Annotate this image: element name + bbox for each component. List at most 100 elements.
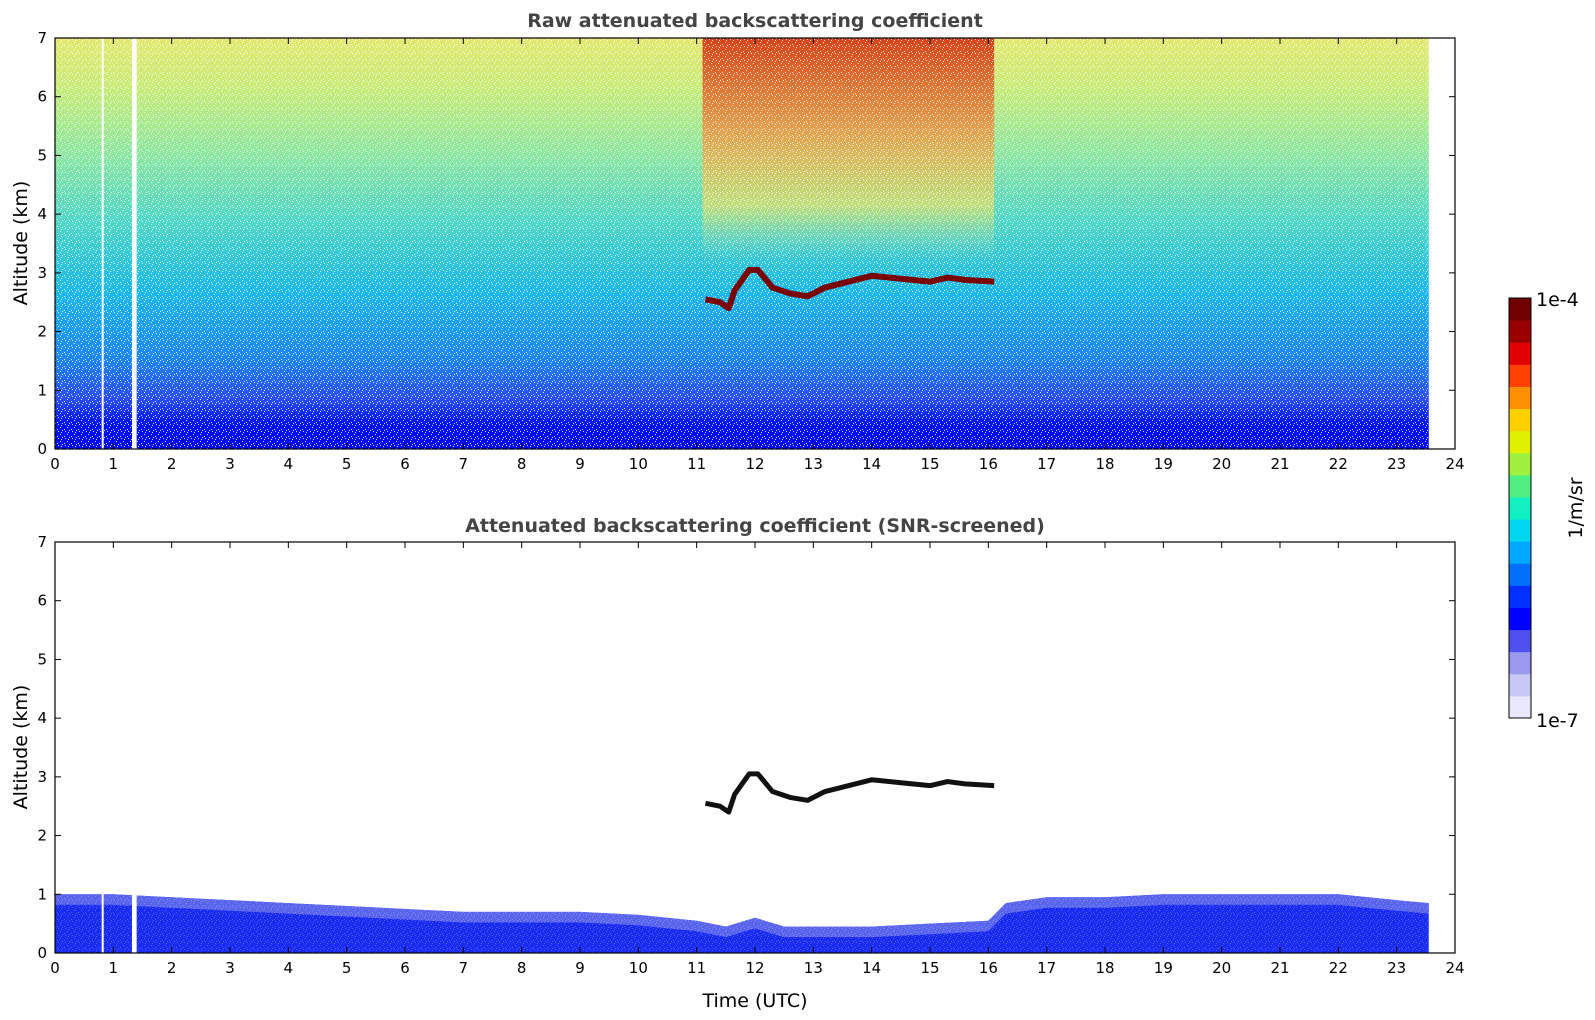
raw-x-tick-label: 24 [1445,455,1464,473]
snr-x-tick-label: 9 [575,959,585,977]
snr-x-axis: 0 1 2 3 4 5 6 7 8 9 10 11 12 13 14 15 16 17 18 19 20 21 22 23 24 [50,542,1465,977]
snr-y-tick-label: 5 [37,650,47,668]
raw-y-tick-label: 2 [37,323,47,341]
raw-x-tick-label: 0 [50,455,60,473]
colorbar-min-label: 1e-7 [1536,710,1579,732]
raw-y-tick-label: 4 [37,205,47,223]
raw-x-tick-label: 7 [459,455,469,473]
raw-x-tick-label: 6 [400,455,410,473]
snr-x-tick-label: 13 [804,959,823,977]
raw-x-tick-label: 16 [979,455,998,473]
raw-backscatter-panel: Raw attenuated backscattering coefficien… [10,10,1465,473]
colorbar-band [1509,364,1531,387]
colorbar-band [1509,430,1531,454]
colorbar: 1e-4 1e-7 1/m/sr [1508,289,1587,732]
raw-x-tick-label: 8 [517,455,527,473]
raw-x-tick-label: 15 [920,455,939,473]
raw-x-tick-label: 9 [575,455,585,473]
snr-x-tick-label: 5 [342,959,352,977]
colorbar-unit-label: 1/m/sr [1565,477,1587,538]
snr-panel-title: Attenuated backscattering coefficient (S… [465,515,1045,537]
colorbar-band [1509,386,1531,410]
colorbar-band [1509,320,1531,343]
snr-x-tick-label: 15 [920,959,939,977]
snr-data-gaps [101,542,137,953]
snr-screened-panel: Attenuated backscattering coefficient (S… [10,515,1465,1012]
snr-x-tick-label: 4 [284,959,294,977]
snr-y-axis: 0 1 2 3 4 5 6 7 [37,533,1455,962]
raw-x-tick-label: 12 [745,455,764,473]
colorbar-band [1509,673,1531,697]
raw-x-tick-label: 21 [1270,455,1289,473]
snr-x-tick-label: 7 [459,959,469,977]
raw-x-tick-label: 11 [687,455,706,473]
raw-y-axis: 0 1 2 3 4 5 6 7 [37,29,1455,458]
raw-data-gaps [101,38,137,449]
raw-heatmap [55,38,1429,449]
raw-x-tick-label: 3 [225,455,235,473]
raw-x-tick-label: 2 [167,455,177,473]
snr-x-tick-label: 0 [50,959,60,977]
raw-y-tick-label: 0 [37,440,47,458]
raw-y-tick-label: 3 [37,264,47,282]
snr-x-tick-label: 20 [1212,959,1231,977]
snr-x-tick-label: 21 [1270,959,1289,977]
raw-x-tick-label: 14 [862,455,881,473]
raw-x-tick-label: 4 [284,455,294,473]
colorbar-band [1509,496,1531,520]
colorbar-band [1509,474,1531,498]
raw-x-tick-label: 20 [1212,455,1231,473]
raw-noise-speckle [55,38,1429,449]
snr-x-tick-label: 1 [109,959,119,977]
snr-y-axis-label: Altitude (km) [10,685,32,810]
colorbar-band [1509,695,1531,719]
snr-x-tick-label: 14 [862,959,881,977]
raw-x-tick-label: 19 [1154,455,1173,473]
snr-y-tick-label: 0 [37,944,47,962]
snr-cloud-layer [704,771,995,815]
colorbar-band [1509,342,1531,365]
snr-x-tick-label: 8 [517,959,527,977]
snr-x-tick-label: 19 [1154,959,1173,977]
snr-y-tick-label: 6 [37,592,47,610]
colorbar-frame [1508,297,1532,719]
raw-x-tick-label: 22 [1329,455,1348,473]
colorbar-band [1509,408,1531,432]
raw-x-tick-label: 23 [1387,455,1406,473]
raw-y-tick-label: 7 [37,29,47,47]
raw-data-gap [101,38,104,449]
raw-y-tick-label: 1 [37,381,47,399]
colorbar-band [1509,563,1531,586]
raw-cloud-layer [704,266,995,312]
raw-x-tick-label: 5 [342,455,352,473]
snr-y-tick-label: 2 [37,827,47,845]
snr-x-tick-label: 17 [1037,959,1056,977]
colorbar-band [1509,585,1531,608]
colorbar-band [1509,607,1531,631]
snr-y-tick-label: 4 [37,709,47,727]
snr-x-tick-label: 22 [1329,959,1348,977]
colorbar-band [1509,298,1531,321]
raw-x-tick-label: 10 [629,455,648,473]
x-axis-label: Time (UTC) [701,990,807,1012]
colorbar-max-label: 1e-4 [1536,289,1579,311]
snr-y-tick-label: 3 [37,768,47,786]
colorbar-band [1509,651,1531,675]
snr-boundary-layer-texture [55,894,1429,953]
snr-x-tick-label: 3 [225,959,235,977]
snr-x-tick-label: 11 [687,959,706,977]
snr-x-tick-label: 10 [629,959,648,977]
colorbar-band [1509,629,1531,653]
colorbar-band [1509,519,1531,542]
raw-x-axis: 0 1 2 3 4 5 6 7 8 9 10 11 12 13 14 15 16 17 18 19 20 21 22 23 24 [50,38,1465,473]
raw-y-tick-label: 6 [37,88,47,106]
raw-x-tick-label: 18 [1095,455,1114,473]
snr-x-tick-label: 23 [1387,959,1406,977]
snr-y-tick-label: 7 [37,533,47,551]
snr-x-tick-label: 6 [400,959,410,977]
raw-x-tick-label: 1 [109,455,119,473]
snr-plot-frame [54,541,1456,954]
colorbar-band [1509,541,1531,564]
raw-y-tick-label: 5 [37,146,47,164]
